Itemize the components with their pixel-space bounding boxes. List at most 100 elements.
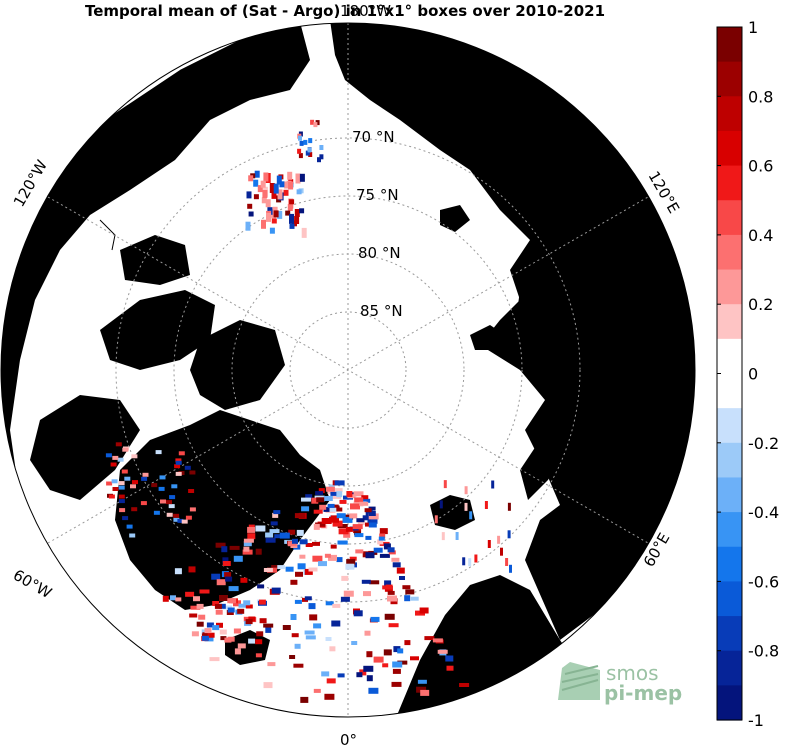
data-box <box>288 529 296 535</box>
data-box <box>468 558 472 567</box>
data-box <box>257 185 263 193</box>
data-box <box>294 216 300 224</box>
data-box <box>300 696 309 703</box>
data-box <box>224 572 232 578</box>
colorbar-tick-label: -1 <box>748 711 764 730</box>
data-box <box>368 513 379 520</box>
data-box <box>266 212 271 222</box>
data-box <box>166 500 172 505</box>
landmass-severnaya-zemlya <box>518 280 550 315</box>
data-box <box>222 561 231 566</box>
data-box <box>263 172 269 182</box>
data-box <box>334 480 345 486</box>
data-box <box>328 484 335 489</box>
data-box <box>439 500 443 509</box>
data-box <box>327 503 335 508</box>
data-box <box>509 564 512 573</box>
data-box <box>318 561 327 567</box>
data-box <box>313 122 318 128</box>
data-box <box>364 508 372 513</box>
data-box <box>271 218 277 224</box>
data-box <box>118 485 125 490</box>
data-box <box>323 506 330 512</box>
data-box <box>287 171 293 180</box>
data-box <box>434 515 438 524</box>
data-box <box>153 510 160 515</box>
data-box <box>255 525 266 532</box>
data-box <box>277 189 283 200</box>
data-box <box>265 532 274 538</box>
data-box <box>299 208 305 214</box>
data-box <box>117 457 124 462</box>
data-box <box>276 175 282 185</box>
data-box <box>188 566 196 573</box>
data-box <box>359 669 367 676</box>
data-box <box>332 603 341 608</box>
data-box <box>329 516 339 523</box>
data-box <box>364 630 371 636</box>
data-box <box>308 603 316 610</box>
colorbar-swatch <box>717 234 742 271</box>
data-box <box>464 486 468 495</box>
colorbar-tick-label: -0.2 <box>748 434 779 453</box>
data-box <box>325 601 334 606</box>
data-box <box>257 584 265 589</box>
data-box <box>313 688 321 693</box>
data-box <box>420 689 430 696</box>
colorbar-tick-label: 0.2 <box>748 295 773 314</box>
data-box <box>299 140 304 146</box>
logo-emblem-lines <box>561 665 599 691</box>
data-box <box>399 576 405 580</box>
data-box <box>361 579 371 584</box>
data-box <box>405 589 415 595</box>
data-box <box>387 547 395 553</box>
data-box <box>315 491 324 496</box>
data-box <box>333 488 343 493</box>
data-box <box>243 538 254 543</box>
data-box <box>373 656 384 663</box>
lon-label-left-lower: 60°W <box>10 566 55 602</box>
data-box <box>189 470 196 475</box>
colorbar-swatches <box>717 27 742 721</box>
landmass-ellesmere <box>190 320 285 410</box>
data-box <box>229 598 237 604</box>
data-box <box>337 524 348 528</box>
data-box <box>337 673 345 678</box>
data-box <box>305 543 313 547</box>
data-box <box>387 590 395 595</box>
data-box <box>340 596 350 602</box>
data-box <box>330 491 337 496</box>
colorbar-swatch <box>717 304 742 340</box>
data-box <box>253 194 259 200</box>
data-box <box>243 600 251 606</box>
smos-pi-mep-logo: smos pi-mep <box>558 661 682 705</box>
data-box <box>357 520 365 526</box>
logo-emblem <box>558 662 600 700</box>
data-box <box>273 510 281 515</box>
data-box <box>419 607 429 614</box>
data-box <box>189 507 196 512</box>
data-box <box>336 557 343 563</box>
data-box <box>382 585 389 590</box>
data-box <box>497 535 501 544</box>
data-box <box>365 535 372 540</box>
data-box <box>301 497 311 502</box>
data-box <box>313 523 320 530</box>
data-box <box>253 179 259 187</box>
data-box <box>162 595 169 602</box>
colorbar-tick-label: -0.6 <box>748 572 779 591</box>
data-box <box>291 633 299 638</box>
data-box <box>267 662 276 667</box>
data-box <box>159 475 166 480</box>
landmass-alaska <box>180 30 300 95</box>
data-box <box>343 531 351 538</box>
data-box <box>298 153 303 159</box>
data-box <box>294 643 301 649</box>
colorbar-swatch <box>717 546 742 582</box>
data-box <box>309 614 318 621</box>
colorbar-swatch <box>717 96 742 132</box>
data-box <box>193 596 200 602</box>
data-box <box>285 210 291 216</box>
data-box <box>437 649 448 654</box>
data-box <box>222 557 229 564</box>
